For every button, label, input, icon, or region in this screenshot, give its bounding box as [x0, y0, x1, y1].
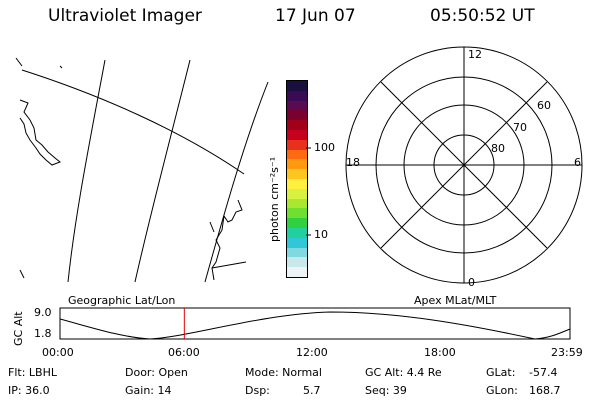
polar-label-6: 6	[574, 156, 581, 169]
polar-ring-80: 80	[491, 142, 505, 155]
colorbar-band	[287, 188, 307, 199]
colorbar-band	[287, 110, 307, 121]
glat-value: -57.4	[529, 366, 558, 379]
dsp-label: Dsp:	[245, 384, 270, 397]
colorbar-band	[287, 159, 307, 170]
gain-info: Gain: 14	[125, 384, 172, 397]
colorbar-band	[287, 257, 307, 268]
timeline-altitude-curve	[59, 311, 571, 340]
polar-label-12: 12	[468, 48, 482, 61]
coastline	[19, 269, 25, 279]
colorbar-band	[287, 169, 307, 179]
map-meridian-line	[67, 59, 106, 283]
timeline-xtick-0000: 00:00	[42, 346, 74, 359]
timeline-xtick-1800: 18:00	[424, 346, 456, 359]
colorbar-band	[287, 208, 307, 219]
door-info: Door: Open	[125, 366, 188, 379]
polar-ring-60: 60	[537, 99, 551, 112]
colorbar-tick-100: 100	[314, 141, 335, 154]
seq-info: Seq: 39	[365, 384, 407, 397]
coastline	[15, 57, 23, 67]
timeline-ytick-bottom: 1.8	[34, 327, 52, 340]
colorbar-band	[287, 81, 307, 91]
colorbar-band	[287, 227, 307, 238]
colorbar-band	[287, 178, 307, 189]
gc-alt-info: GC Alt: 4.4 Re	[365, 366, 442, 379]
colorbar-band	[287, 90, 307, 101]
glat-label: GLat:	[486, 366, 516, 379]
colorbar	[286, 80, 308, 278]
colorbar-band	[287, 218, 307, 228]
colorbar-band	[287, 237, 307, 248]
polar-label-18: 18	[346, 156, 360, 169]
coastline	[211, 261, 247, 269]
coastline	[211, 199, 243, 281]
filter-info: Flt: LBHL	[8, 366, 57, 379]
polar-label-0: 0	[468, 276, 475, 289]
glon-value: 168.7	[529, 384, 561, 397]
polar-ring-70: 70	[513, 121, 527, 134]
dsp-value: 5.7	[303, 384, 321, 397]
map-meridian-line	[204, 81, 269, 283]
time-label: 05:50:52 UT	[430, 6, 535, 26]
ip-info: IP: 36.0	[8, 384, 50, 397]
colorbar-tick-10: 10	[314, 228, 328, 241]
timeline-xtick-0600: 06:00	[168, 346, 200, 359]
colorbar-band	[287, 139, 307, 150]
timeline-xtick-2359: 23:59	[551, 346, 583, 359]
colorbar-band	[287, 247, 307, 258]
colorbar-band	[287, 120, 307, 130]
colorbar-band	[287, 100, 307, 111]
coastline	[59, 65, 63, 69]
map-panel-label: Geographic Lat/Lon	[68, 294, 176, 307]
colorbar-band	[287, 129, 307, 140]
colorbar-band	[287, 267, 307, 277]
colorbar-band	[287, 149, 307, 160]
colorbar-band	[287, 198, 307, 209]
instrument-title: Ultraviolet Imager	[48, 6, 202, 26]
timeline-ytick-top: 9.0	[34, 306, 52, 319]
coastline	[209, 221, 215, 233]
glon-label: GLon:	[486, 384, 518, 397]
map-meridian-line	[134, 59, 191, 283]
coastline	[19, 99, 61, 166]
timeline-xtick-1200: 12:00	[296, 346, 328, 359]
apex-panel-label: Apex MLat/MLT	[414, 294, 497, 307]
mode-info: Mode: Normal	[245, 366, 322, 379]
date-label: 17 Jun 07	[275, 6, 356, 26]
map-latitude-line	[21, 69, 245, 175]
